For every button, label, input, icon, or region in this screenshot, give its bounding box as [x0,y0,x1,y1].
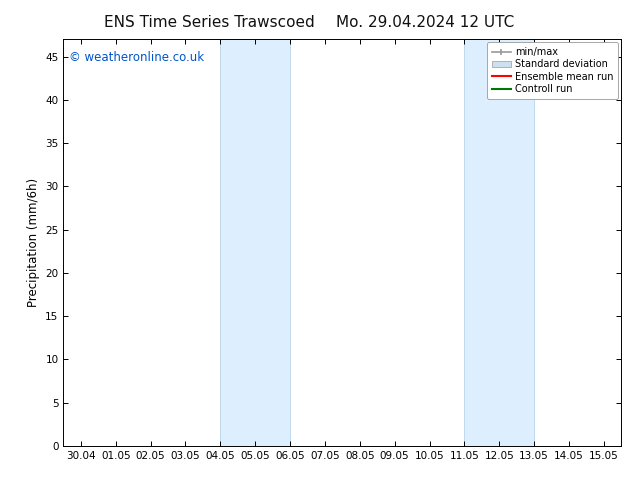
Text: ENS Time Series Trawscoed: ENS Time Series Trawscoed [104,15,314,30]
Legend: min/max, Standard deviation, Ensemble mean run, Controll run: min/max, Standard deviation, Ensemble me… [487,42,618,99]
Text: © weatheronline.co.uk: © weatheronline.co.uk [69,51,204,64]
Text: Mo. 29.04.2024 12 UTC: Mo. 29.04.2024 12 UTC [335,15,514,30]
Bar [221,39,290,446]
Bar [464,39,534,446]
Y-axis label: Precipitation (mm/6h): Precipitation (mm/6h) [27,178,40,307]
